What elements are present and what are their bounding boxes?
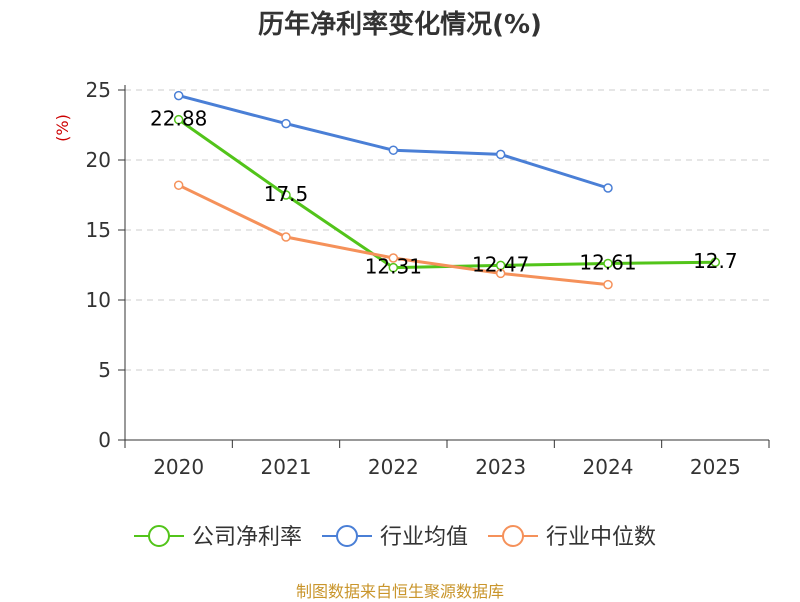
data-point — [388, 262, 399, 273]
y-tick-label: 10 — [86, 288, 111, 312]
data-label: 12.31 — [365, 255, 422, 279]
data-label: 12.47 — [472, 252, 529, 276]
series-line-1 — [178, 94, 609, 190]
legend-marker-icon — [502, 525, 524, 547]
data-label: 12.61 — [579, 250, 636, 274]
source-note: 制图数据来自恒生聚源数据库 — [295, 582, 504, 601]
y-tick-label: 5 — [98, 358, 111, 382]
legend-marker-icon — [148, 525, 170, 547]
series-lines — [173, 90, 721, 290]
x-tick-label: 2020 — [153, 455, 204, 479]
legend-label: 行业均值 — [380, 525, 468, 550]
data-point — [603, 183, 613, 193]
legend-label: 公司净利率 — [192, 525, 302, 550]
data-point — [281, 232, 291, 242]
data-point — [173, 114, 184, 125]
chart-title: 历年净利率变化情况(%) — [258, 10, 542, 40]
y-tick-label: 15 — [86, 218, 111, 242]
data-point — [710, 257, 721, 267]
grid-lines — [125, 89, 769, 371]
legend-marker-icon — [336, 525, 358, 547]
data-point — [281, 190, 291, 200]
y-tick-label: 0 — [98, 428, 111, 452]
legend: 公司净利率 行业均值 行业中位数 — [134, 525, 656, 550]
series-line-0 — [177, 118, 716, 270]
y-axis-unit: (%) — [53, 114, 72, 142]
x-tick-label: 2024 — [583, 455, 634, 479]
x-tick-label: 2023 — [475, 455, 526, 479]
data-label: 17.5 — [264, 182, 309, 206]
data-point — [388, 253, 399, 263]
data-point — [495, 149, 506, 160]
data-point — [603, 279, 613, 290]
data-label: 22.88 — [150, 107, 207, 131]
x-tick-label: 2025 — [690, 455, 741, 479]
x-tick-label: 2022 — [368, 455, 419, 479]
legend-label: 行业中位数 — [546, 525, 656, 550]
y-tick-label: 20 — [86, 148, 111, 172]
y-tick-label: 25 — [86, 78, 111, 102]
data-point — [173, 90, 184, 101]
x-tick-label: 2021 — [261, 455, 312, 479]
data-labels: 22.88 17.5 12.31 12.47 12.61 12.7 — [150, 107, 738, 279]
data-label: 12.7 — [693, 249, 738, 273]
data-point — [281, 118, 291, 129]
data-point — [603, 258, 613, 269]
data-point — [388, 145, 399, 155]
data-point — [173, 180, 184, 190]
data-point — [495, 268, 506, 279]
